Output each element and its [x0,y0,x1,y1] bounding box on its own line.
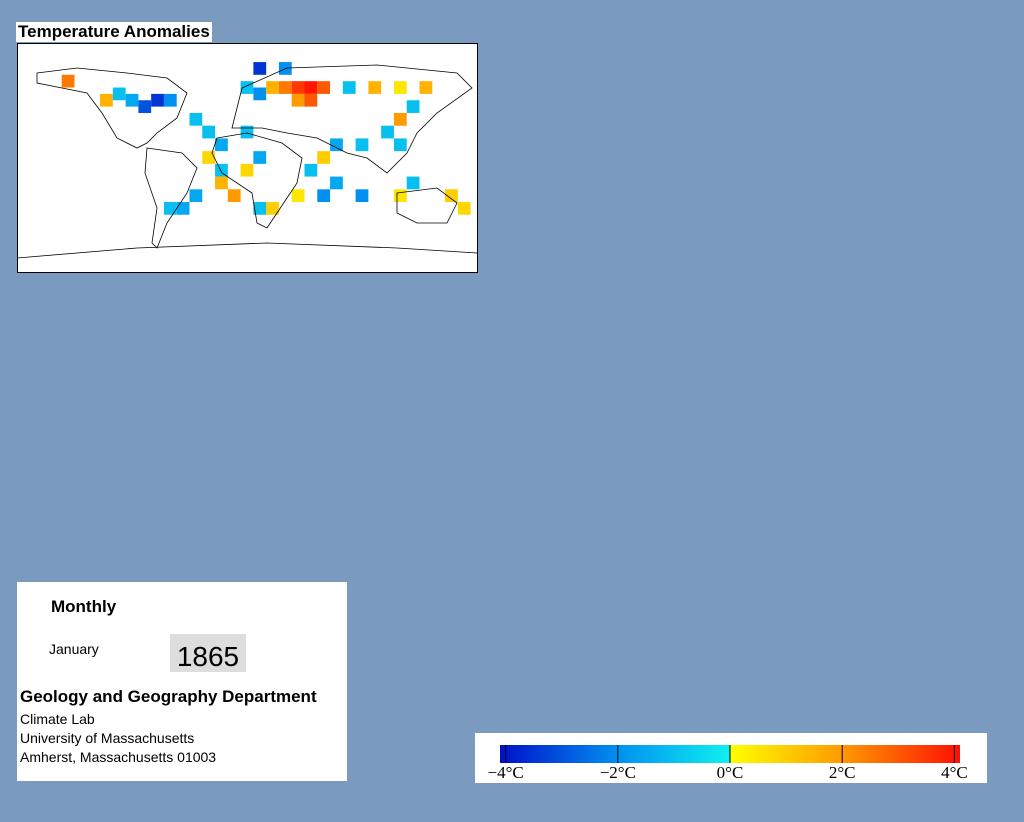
info-line: Climate Lab [20,711,95,727]
anomaly-cell [393,81,407,94]
anomaly-cell [317,81,331,94]
period: Monthly [51,597,117,616]
colorbar-tick-label: −2°C [600,763,636,782]
colorbar: −4°C −2°C 0°C 2°C 4°C [475,733,987,783]
eurasia [231,64,473,174]
anomaly-cell [291,81,305,94]
anomaly-cell [457,202,471,215]
year: 1865 [170,634,246,672]
anomaly-cell [266,202,279,215]
anomaly-cell [355,138,369,152]
anomaly-cell [381,125,394,139]
colorbar-tick-label: 2°C [829,763,856,782]
anomaly-cell [189,112,203,126]
anomaly-cell [227,189,241,203]
anomaly-cell [330,138,343,152]
anomaly-cell [253,62,267,75]
anomaly-cell [317,189,331,203]
anomaly-cell [215,163,228,177]
anomaly-cell [317,151,331,164]
anomaly-cell [291,93,305,107]
anomaly-cell [240,163,254,177]
anomaly-cell [176,202,190,215]
anomaly-cell [215,176,228,190]
anomaly-layer [61,62,471,215]
anomaly-cell [278,81,292,94]
department: Geology and Geography Department [20,687,317,706]
antarctica [17,242,478,259]
anomaly-cell [266,81,279,94]
anomaly-cell [151,93,164,107]
colorbar-tick-label: −4°C [487,763,523,782]
anomaly-cell [368,81,382,94]
colorbar-tick-label: 4°C [941,763,968,782]
anomaly-cell [304,81,318,94]
anomaly-cell [355,189,369,203]
map-title: Temperature Anomalies [16,22,212,42]
anomaly-cell [393,138,407,152]
anomaly-cell [419,81,433,94]
anomaly-cell [406,176,420,190]
coastlines [17,64,478,259]
anomaly-cell [202,151,216,164]
north-america [36,67,188,149]
south-america [144,147,198,249]
anomaly-cell [342,81,356,94]
anomaly-cell [304,163,318,177]
anomaly-cell [445,189,458,203]
australia [396,187,458,224]
colorbar-tick-label: 0°C [717,763,744,782]
anomaly-cell [163,202,177,215]
anomaly-cell [202,125,216,139]
anomaly-cell [61,74,75,88]
anomaly-cell [112,87,126,101]
month: January [49,641,99,657]
map [17,43,478,273]
anomaly-cell [253,202,267,215]
anomaly-cell [125,93,139,107]
anomaly-cell [291,189,305,203]
anomaly-cell [393,189,407,203]
anomaly-cell [393,112,407,126]
anomaly-cell [163,93,177,107]
anomaly-cell [240,125,254,139]
anomaly-cell [215,138,228,152]
info-panel: Monthly January 1865 Geology and Geograp… [17,582,347,781]
map-frame [17,43,478,273]
anomaly-cell [189,189,203,203]
anomaly-cell [253,151,267,164]
anomaly-cell [138,100,152,113]
info-line: University of Massachusetts [20,730,195,746]
anomaly-cell [304,93,318,107]
anomaly-cell [253,87,267,101]
anomaly-cell [100,93,113,107]
info-line: Amherst, Massachusetts 01003 [20,749,217,765]
anomaly-cell [406,100,420,113]
anomaly-cell [330,176,343,190]
africa [211,132,303,229]
